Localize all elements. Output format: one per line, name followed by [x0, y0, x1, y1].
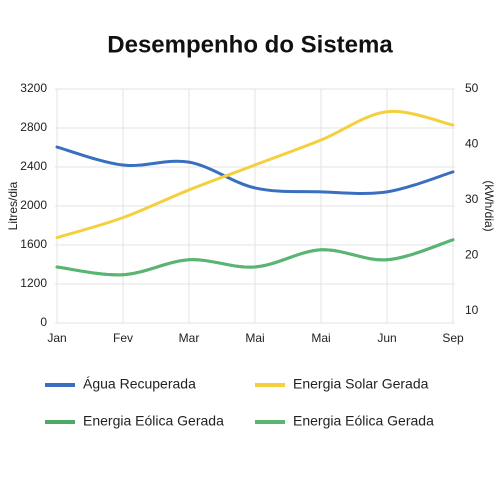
y-tick-label: 1600	[20, 237, 47, 251]
y-tick-label: 2800	[20, 120, 47, 134]
series-line	[55, 238, 455, 277]
x-tick-label: Fev	[113, 331, 133, 345]
y-tick-label: 1200	[20, 276, 47, 290]
y2-axis-label: (kWh/dia)	[482, 180, 496, 231]
x-tick-label: Mai	[311, 331, 330, 345]
y-tick-label: 0	[40, 315, 47, 329]
y2-tick-label: 10	[465, 303, 479, 317]
legend-label: Energia Eólica Gerada	[83, 413, 224, 429]
legend-label: Energia Eólica Gerada	[293, 413, 434, 429]
x-tick-label: Jun	[377, 331, 396, 345]
x-tick-label: Jan	[47, 331, 66, 345]
x-tick-label: Mar	[179, 331, 200, 345]
y2-tick-label: 40	[465, 137, 479, 151]
legend-label: Energia Solar Gerada	[293, 376, 429, 392]
y-tick-label: 3200	[20, 81, 47, 95]
y2-tick-label: 30	[465, 192, 479, 206]
y2-tick-label: 20	[465, 248, 479, 262]
y2-tick-label: 50	[465, 81, 479, 95]
y-tick-label: 2400	[20, 159, 47, 173]
series-line	[55, 145, 455, 195]
y-axis-label: Litres/dia	[6, 181, 20, 230]
legend-label: Água Recuperada	[83, 376, 196, 392]
x-tick-label: Mai	[245, 331, 264, 345]
series-line	[55, 109, 455, 240]
chart-title: Desempenho do Sistema	[107, 31, 393, 58]
x-tick-label: Sep	[442, 331, 464, 345]
y-tick-label: 2000	[20, 198, 47, 212]
